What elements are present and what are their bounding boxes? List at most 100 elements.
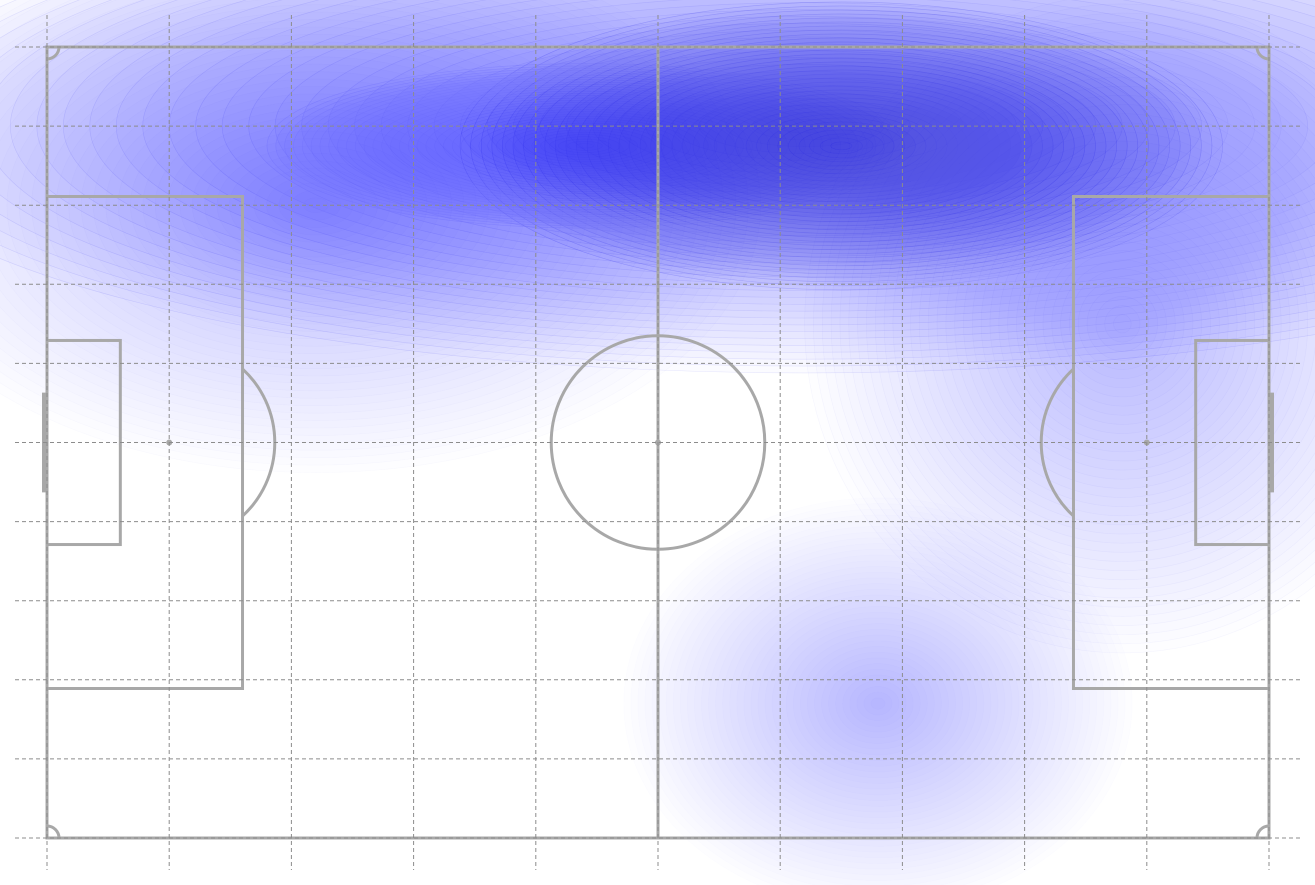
density-contour xyxy=(875,67,1315,581)
density-contour xyxy=(496,122,674,170)
density-contour xyxy=(597,53,1086,239)
density-contour xyxy=(1016,213,1229,434)
density-contour xyxy=(927,122,1315,526)
density-contour xyxy=(660,77,1022,215)
density-contour xyxy=(522,129,647,163)
density-contour xyxy=(703,93,980,199)
density-contour xyxy=(813,3,1315,644)
density-contour xyxy=(533,29,1149,263)
density-contour xyxy=(919,113,1315,535)
density-contour xyxy=(222,0,1315,278)
density-contour xyxy=(319,77,850,215)
density-contour xyxy=(523,25,1160,267)
density-contour xyxy=(460,113,709,179)
density-blob-2 xyxy=(266,63,903,229)
density-contour xyxy=(407,99,762,192)
density-contour xyxy=(1104,305,1141,343)
density-contour xyxy=(1042,241,1203,407)
grid-lines xyxy=(15,15,1300,870)
density-contour xyxy=(822,12,1315,635)
density-contour xyxy=(671,81,1012,211)
density-contour xyxy=(892,85,1315,562)
density-contour xyxy=(478,118,691,174)
density-contour xyxy=(809,133,874,159)
density-contour xyxy=(504,125,665,167)
density-contour xyxy=(0,0,1315,367)
density-contour xyxy=(586,49,1096,243)
density-contour xyxy=(883,76,1315,571)
density-contour xyxy=(275,65,894,227)
density-contour xyxy=(682,85,1001,207)
density-contour xyxy=(433,29,1176,223)
density-contour xyxy=(399,97,771,195)
density-contour xyxy=(293,70,877,222)
density-contour xyxy=(372,90,797,202)
density-blob-1 xyxy=(459,1,1223,291)
density-contour xyxy=(381,93,788,199)
density-contour xyxy=(698,98,911,154)
density-contour xyxy=(1095,296,1150,352)
density-contour xyxy=(671,91,938,161)
density-contour xyxy=(540,134,630,158)
density-contour xyxy=(63,0,1315,319)
density-contour xyxy=(512,21,1170,271)
density-contour xyxy=(777,121,906,171)
density-contour xyxy=(337,81,833,211)
density-contour xyxy=(575,143,594,149)
density-contour xyxy=(945,140,1300,507)
density-contour xyxy=(0,258,1315,374)
density-contour xyxy=(848,40,1315,608)
density-contour xyxy=(735,105,948,187)
right-penalty-arc xyxy=(1039,367,1075,518)
density-contour xyxy=(10,0,1315,332)
corner-arc-bottom-left xyxy=(46,824,61,839)
density-contour xyxy=(871,698,885,709)
density-contour xyxy=(980,177,1264,471)
density-contour xyxy=(491,13,1192,279)
density-contour xyxy=(363,88,806,204)
density-contour xyxy=(328,79,841,213)
density-contour xyxy=(608,57,1075,235)
density-contour xyxy=(756,113,927,179)
density-contour xyxy=(0,0,1315,353)
corner-arc-top-left xyxy=(46,46,61,61)
density-contour xyxy=(857,49,1315,599)
density-contour xyxy=(0,0,1315,339)
density-contour xyxy=(549,136,621,156)
density-contour xyxy=(451,111,718,181)
density-contour xyxy=(195,0,1315,285)
density-contour xyxy=(89,0,1315,312)
density-contour xyxy=(901,95,1315,553)
density-contour xyxy=(713,97,969,195)
density-contour xyxy=(565,41,1117,251)
density-contour xyxy=(954,149,1291,498)
density-contour xyxy=(346,83,824,208)
density-contour xyxy=(745,109,937,183)
density-contour xyxy=(544,33,1139,259)
density-contour xyxy=(830,22,1315,626)
density-contour xyxy=(766,117,916,175)
density-contour xyxy=(650,73,1033,219)
density-contour xyxy=(0,0,1315,360)
density-contour xyxy=(1113,314,1132,334)
density-contour xyxy=(1077,277,1167,370)
density-contour xyxy=(557,138,612,154)
density-contour xyxy=(266,63,903,229)
density-contour xyxy=(830,141,853,151)
density-contour xyxy=(513,127,656,165)
density-contour xyxy=(1024,223,1220,425)
density-contour xyxy=(1033,232,1211,416)
density-contour xyxy=(910,104,1315,544)
density-contour xyxy=(390,95,780,197)
density-contour xyxy=(1069,268,1176,379)
corner-arc-top-right xyxy=(1255,46,1270,61)
density-blob-5 xyxy=(804,0,1315,654)
density-contour xyxy=(301,72,868,220)
density-contour xyxy=(425,104,744,188)
density-contour xyxy=(460,36,1150,216)
density-contour xyxy=(469,115,700,176)
density-contour xyxy=(470,5,1213,287)
density-contour xyxy=(310,74,859,218)
